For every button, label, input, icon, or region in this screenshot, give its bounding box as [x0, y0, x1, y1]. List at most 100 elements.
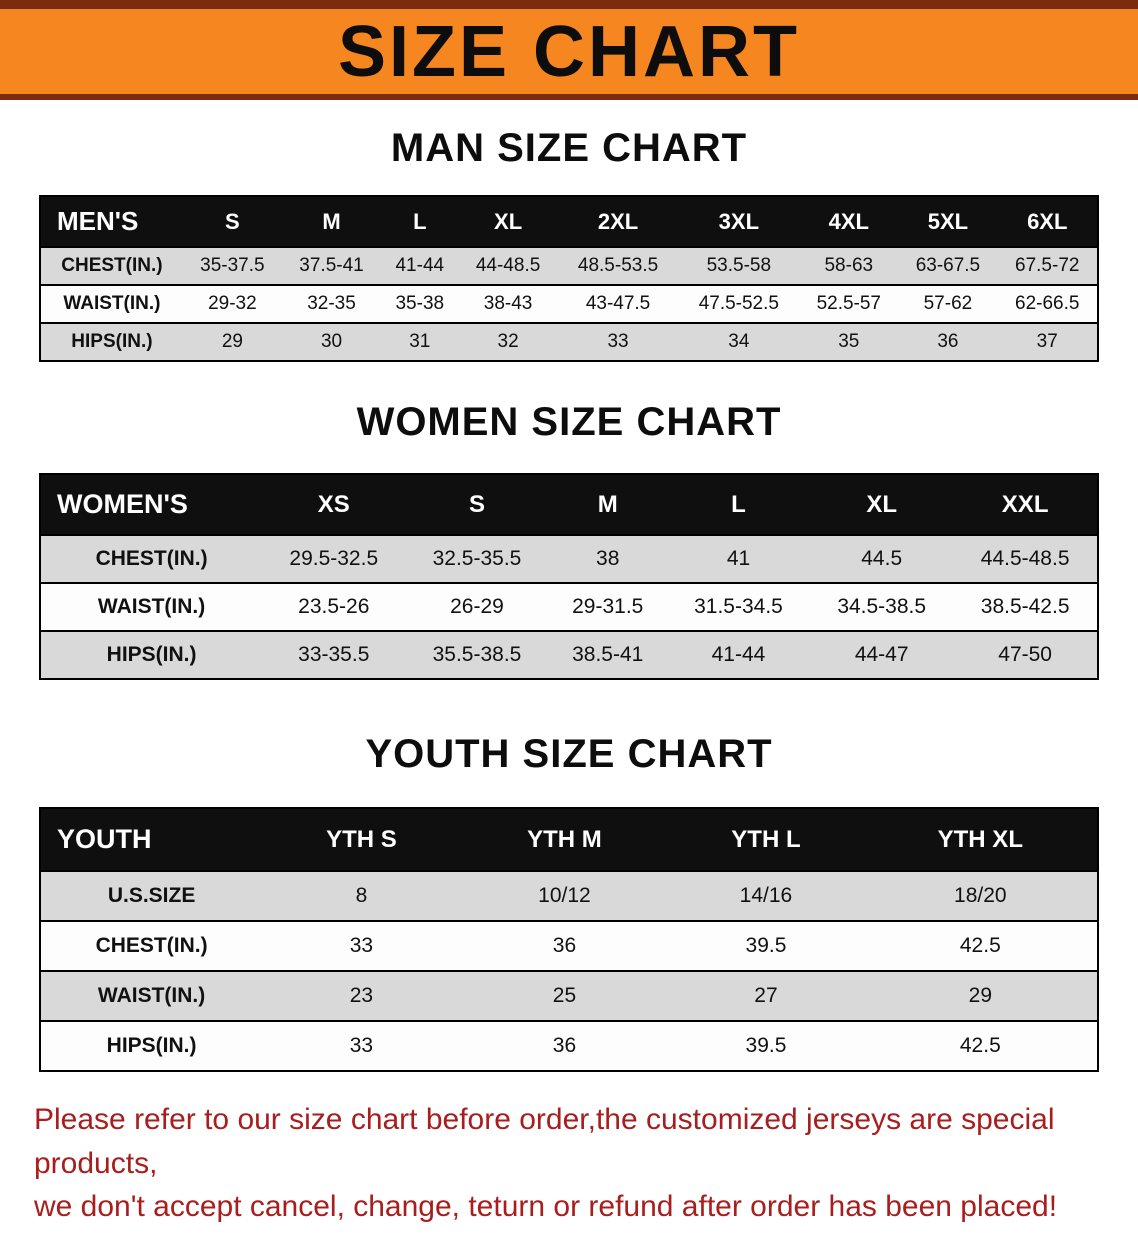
table-row: WAIST(IN.) 23 25 27 29: [40, 971, 1098, 1021]
size-value-cell: 27: [754, 984, 778, 1007]
table-row: WAIST(IN.) 23.5-26 26-29 29-31.5 31.5-34.5 34…: [40, 583, 1098, 631]
table-row: U.S.SIZE 8 10/12 14/16 18/20: [40, 871, 1098, 921]
table-header-row: MEN'S S M L XL 2XL 3XL 4XL 5XL 6XL: [40, 196, 1098, 247]
size-header-cell: L: [413, 208, 427, 234]
size-value-cell: 58-63: [824, 255, 874, 276]
women-table-wrap: WOMEN'S XS S M L XL XXL CHEST(IN.) 29.5-32.5 32.5…: [39, 473, 1099, 680]
table-row: HIPS(IN.) 29 30 31 32 33 34 35 36 37: [40, 323, 1098, 361]
size-value-cell: 36: [552, 934, 577, 957]
size-value-cell: 23.5-26: [298, 595, 370, 618]
size-value-cell: 29: [221, 331, 243, 352]
size-value-cell: 41-44: [711, 643, 766, 666]
size-value-cell: 25: [552, 984, 577, 1007]
size-header-cell: YTH S: [326, 825, 397, 853]
size-value-cell: 38-43: [483, 293, 533, 314]
size-chart-banner: SIZE CHART: [0, 0, 1138, 100]
size-value-cell: 41: [726, 547, 751, 570]
size-value-cell: 38.5-42.5: [980, 595, 1070, 618]
row-label: WAIST(IN.): [97, 595, 206, 618]
women-size-table: WOMEN'S XS S M L XL XXL CHEST(IN.) 29.5-32.5 32.5…: [39, 473, 1099, 680]
row-label: HIPS(IN.): [71, 331, 153, 352]
row-label: WAIST(IN.): [63, 293, 161, 314]
youth-size-table: YOUTH YTH S YTH M YTH L YTH XL U.S.SIZE 8 10/12…: [39, 807, 1099, 1072]
size-value-cell: 36: [552, 1034, 577, 1057]
table-row: HIPS(IN.) 33 36 39.5 42.5: [40, 1021, 1098, 1071]
man-size-chart-heading: MAN SIZE CHART: [390, 126, 748, 170]
size-value-cell: 29-31.5: [572, 595, 644, 618]
youth-size-chart-heading: YOUTH SIZE CHART: [365, 732, 773, 776]
table-row: CHEST(IN.) 35-37.5 37.5-41 41-44 44-48.5 48.5…: [40, 247, 1098, 285]
size-value-cell: 42.5: [959, 1034, 1001, 1057]
row-label: HIPS(IN.): [106, 1034, 197, 1057]
size-header-cell: 5XL: [927, 208, 969, 234]
size-value-cell: 44.5: [861, 547, 903, 570]
size-value-cell: 38.5-41: [572, 643, 644, 666]
size-value-cell: 34: [728, 331, 750, 352]
size-header-cell: XS: [317, 490, 350, 518]
size-header-cell: M: [322, 208, 341, 234]
size-header-cell: XL: [866, 490, 898, 518]
size-value-cell: 31: [409, 331, 431, 352]
footer-notice-line2: we don't accept cancel, change, teturn o…: [34, 1190, 1058, 1223]
size-value-cell: 32: [497, 331, 519, 352]
size-value-cell: 39.5: [745, 1034, 787, 1057]
table-row: HIPS(IN.) 33-35.5 35.5-38.5 38.5-41 41-44 44-…: [40, 631, 1098, 679]
row-label: HIPS(IN.): [106, 643, 197, 666]
size-header-cell: YTH XL: [937, 825, 1023, 853]
size-value-cell: 47.5-52.5: [698, 293, 779, 314]
size-value-cell: 33-35.5: [298, 643, 370, 666]
youth-table-wrap: YOUTH YTH S YTH M YTH L YTH XL U.S.SIZE 8 10/12…: [39, 807, 1099, 1072]
size-value-cell: 43-47.5: [585, 293, 651, 314]
size-value-cell: 35-38: [395, 293, 445, 314]
size-value-cell: 10/12: [538, 884, 591, 907]
size-value-cell: 37.5-41: [299, 255, 364, 276]
size-value-cell: 52.5-57: [816, 293, 882, 314]
size-header-cell: S: [468, 490, 485, 518]
size-header-cell: 6XL: [1027, 208, 1068, 234]
size-value-cell: 33: [607, 331, 629, 352]
size-value-cell: 35.5-38.5: [432, 643, 522, 666]
size-value-cell: 33: [349, 1034, 374, 1057]
size-value-cell: 57-62: [923, 293, 973, 314]
size-header-cell: YTH M: [527, 825, 602, 853]
table-title-cell: MEN'S: [57, 206, 139, 236]
size-value-cell: 42.5: [959, 934, 1001, 957]
size-value-cell: 67.5-72: [1015, 255, 1080, 276]
size-value-cell: 32-35: [307, 293, 356, 314]
size-value-cell: 14/16: [739, 884, 793, 907]
table-title-cell: WOMEN'S: [57, 489, 188, 519]
size-value-cell: 29-32: [208, 293, 257, 314]
size-value-cell: 62-66.5: [1015, 293, 1080, 314]
size-value-cell: 26-29: [450, 595, 504, 618]
row-label: WAIST(IN.): [97, 984, 206, 1007]
size-value-cell: 29.5-32.5: [289, 547, 379, 570]
footer-notice: Please refer to our size chart before or…: [0, 1098, 1138, 1247]
size-value-cell: 32.5-35.5: [432, 547, 522, 570]
footer-notice-line1: Please refer to our size chart before or…: [34, 1103, 1055, 1180]
size-header-cell: 3XL: [718, 208, 760, 234]
size-value-cell: 53.5-58: [706, 255, 772, 276]
size-header-cell: S: [225, 208, 240, 234]
size-value-cell: 63-67.5: [915, 255, 981, 276]
women-size-chart-heading: WOMEN SIZE CHART: [356, 400, 782, 444]
size-value-cell: 44.5-48.5: [980, 547, 1070, 570]
size-value-cell: 30: [320, 331, 343, 352]
size-header-cell: M: [597, 490, 618, 518]
size-value-cell: 39.5: [745, 934, 787, 957]
size-value-cell: 23: [349, 984, 374, 1007]
table-header-row: WOMEN'S XS S M L XL XXL: [40, 474, 1098, 535]
size-header-cell: XXL: [1001, 490, 1049, 518]
table-row: CHEST(IN.) 33 36 39.5 42.5: [40, 921, 1098, 971]
table-title-cell: YOUTH: [57, 824, 152, 854]
size-value-cell: 48.5-53.5: [577, 255, 659, 276]
size-value-cell: 18/20: [954, 884, 1007, 907]
men-table-wrap: MEN'S S M L XL 2XL 3XL 4XL 5XL 6XL CHEST(IN.) 35-37…: [39, 195, 1099, 362]
table-row: WAIST(IN.) 29-32 32-35 35-38 38-43 43-47.5 47.…: [40, 285, 1098, 323]
row-label: CHEST(IN.): [61, 255, 163, 276]
row-label: U.S.SIZE: [107, 884, 196, 907]
size-chart-title: SIZE CHART: [338, 11, 800, 92]
size-value-cell: 44-47: [854, 643, 909, 666]
size-value-cell: 31.5-34.5: [694, 595, 783, 618]
size-value-cell: 34.5-38.5: [837, 595, 927, 618]
size-header-cell: 2XL: [597, 208, 639, 234]
